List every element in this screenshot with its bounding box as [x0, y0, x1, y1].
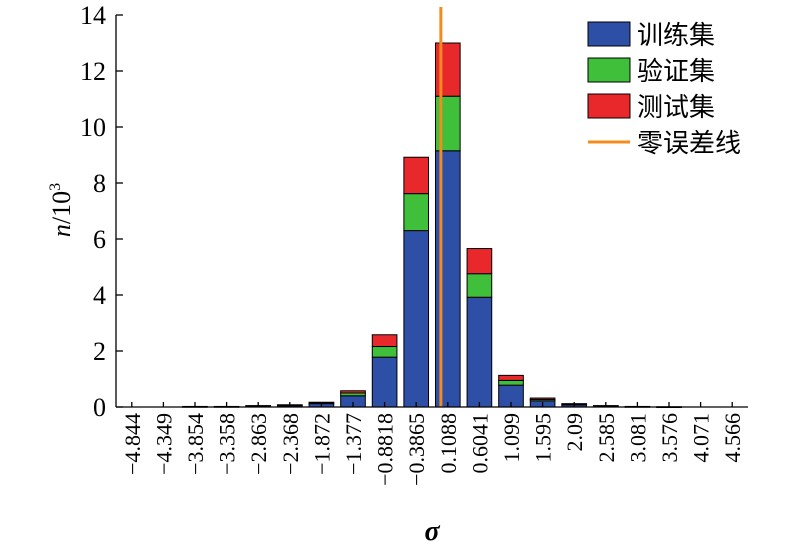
x-tick-label-3: −3.854: [183, 413, 208, 475]
bar-12-series-1: [466, 296, 493, 408]
y-tick-label-2: 2: [93, 337, 106, 366]
y-tick-label-6: 10: [80, 113, 106, 142]
x-tick-label-7: −1.872: [309, 413, 334, 475]
y-axis-label: n/103: [47, 183, 76, 237]
x-tick-label-19: 4.071: [689, 413, 714, 463]
x-tick-label-4: −3.358: [215, 413, 240, 475]
y-tick-label-3: 4: [93, 281, 106, 310]
y-tick-label-4: 6: [93, 225, 106, 254]
y-axis-label-symbol: n: [47, 224, 76, 237]
y-tick-label-5: 8: [93, 169, 106, 198]
y-tick-label-7: 12: [80, 57, 106, 86]
x-ticks-layer: −4.844 −4.349 −3.854 −3.358 −2.863 −2.368 −1.8…: [120, 402, 745, 486]
x-tick-label-11: 0.1088: [436, 413, 461, 474]
legend-swatch-1: [587, 21, 631, 47]
bar-13-series-2: [498, 379, 524, 386]
bar-12-series-2: [466, 273, 493, 298]
x-tick-label-5: −2.863: [246, 413, 271, 475]
bar-10-series-1: [403, 230, 430, 408]
y-axis-label-exponent: 3: [47, 183, 64, 191]
x-tick-label-1: −4.844: [120, 413, 145, 475]
bar-8-series-3: [340, 390, 366, 394]
bar-11-series-3: [434, 42, 461, 97]
bar-14-series-3: [529, 397, 556, 400]
legend-swatch-2: [587, 57, 631, 83]
legend-label-2: 验证集: [637, 57, 715, 86]
y-ticks-layer: 0 2 4 6 8 10 12 14: [80, 1, 123, 422]
bar-11-series-1: [434, 150, 461, 408]
x-tick-label-17: 3.081: [625, 413, 650, 463]
bar-10-series-2: [403, 193, 430, 232]
bar-10-series-3: [403, 156, 430, 195]
x-tick-label-2: −4.349: [151, 413, 176, 475]
x-axis-label: σ: [424, 516, 440, 547]
x-tick-label-18: 3.576: [657, 413, 682, 463]
bar-9-series-1: [371, 356, 398, 408]
x-tick-label-20: 4.566: [720, 413, 745, 463]
x-tick-label-13: 1.099: [499, 413, 524, 463]
bar-12-series-3: [466, 248, 493, 275]
y-tick-label-8: 14: [80, 1, 106, 30]
bar-13-series-3: [498, 374, 524, 381]
axes-layer: [115, 15, 748, 408]
x-tick-label-16: 2.585: [594, 413, 619, 463]
x-tick-label-6: −2.368: [278, 413, 303, 475]
x-tick-label-10: −0.3865: [404, 413, 429, 486]
legend-label-zero-line: 零误差线: [637, 129, 741, 158]
x-tick-label-12: 0.6041: [467, 413, 492, 474]
bar-9-series-2: [371, 346, 398, 358]
x-tick-label-8: −1.377: [341, 413, 366, 475]
bar-9-series-3: [371, 334, 398, 348]
legend-swatch-3: [587, 93, 631, 119]
x-tick-label-14: 1.595: [531, 413, 556, 463]
bar-11-series-2: [434, 95, 461, 152]
legend-label-1: 训练集: [637, 21, 715, 50]
x-tick-label-9: −0.8818: [373, 413, 398, 486]
x-tick-label-15: 2.09: [562, 413, 587, 452]
y-axis-label-unit: /10: [47, 191, 76, 224]
legend-label-3: 测试集: [637, 93, 715, 122]
y-tick-label-1: 0: [93, 393, 106, 422]
